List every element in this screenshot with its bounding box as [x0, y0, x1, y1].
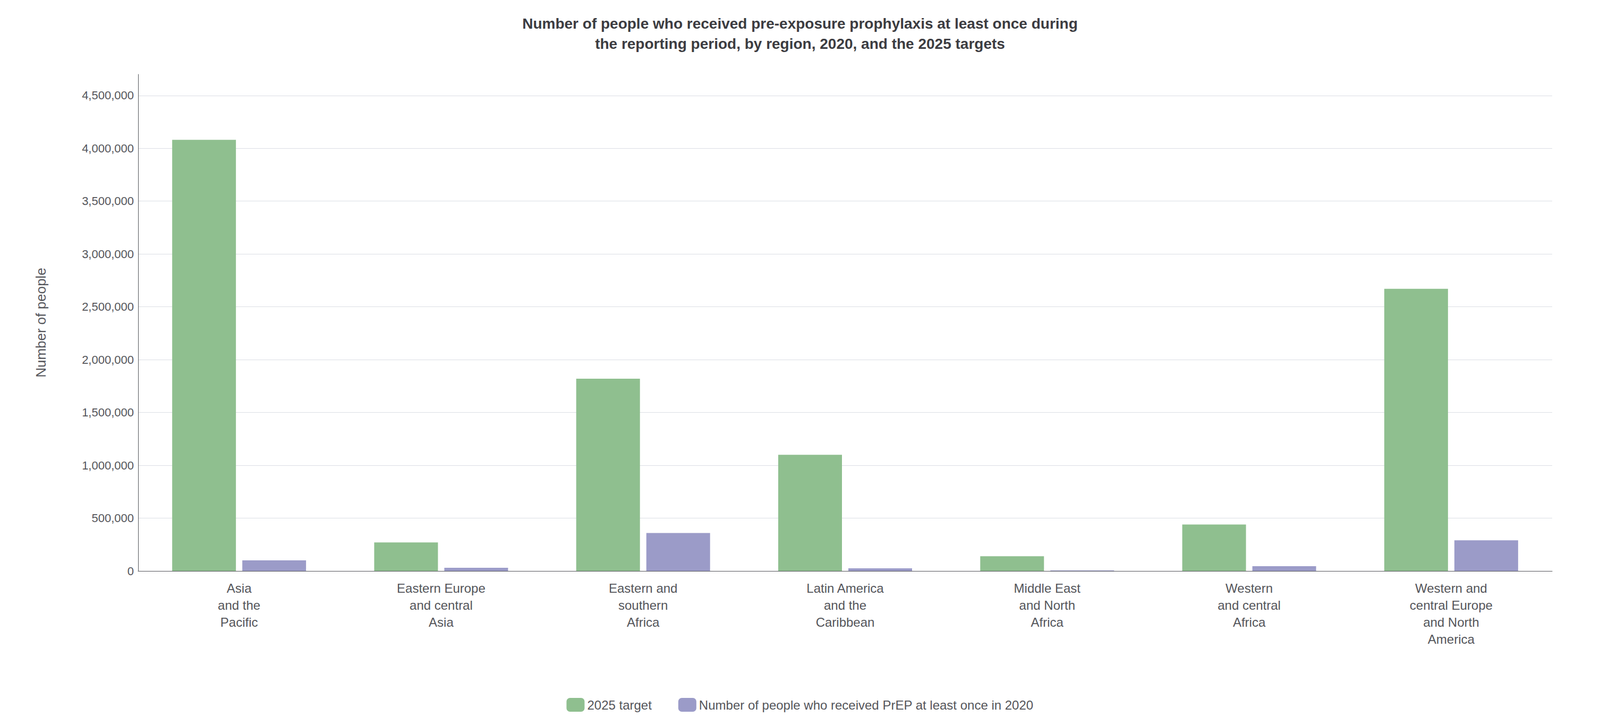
svg-text:and central: and central	[1217, 598, 1281, 613]
svg-text:Asia: Asia	[226, 581, 252, 596]
svg-text:southern: southern	[618, 598, 668, 613]
svg-text:Western: Western	[1225, 581, 1273, 596]
svg-text:Number of people: Number of people	[32, 267, 49, 378]
svg-text:central Europe: central Europe	[1409, 598, 1493, 613]
svg-text:Caribbean: Caribbean	[815, 615, 875, 630]
svg-text:2,500,000: 2,500,000	[81, 300, 134, 314]
svg-text:3,000,000: 3,000,000	[81, 247, 134, 261]
svg-text:500,000: 500,000	[91, 511, 134, 525]
svg-text:Africa: Africa	[1232, 615, 1266, 630]
svg-text:0: 0	[127, 564, 134, 578]
svg-text:Asia: Asia	[428, 615, 454, 630]
svg-text:and North: and North	[1019, 598, 1076, 613]
svg-text:Eastern and: Eastern and	[608, 581, 678, 596]
svg-text:1,000,000: 1,000,000	[81, 458, 134, 473]
svg-text:Latin America: Latin America	[806, 581, 884, 596]
svg-text:4,500,000: 4,500,000	[81, 88, 134, 102]
svg-text:Africa: Africa	[626, 615, 660, 630]
svg-text:the reporting period, by regio: the reporting period, by region, 2020, a…	[594, 35, 1006, 53]
svg-text:1,500,000: 1,500,000	[81, 405, 134, 420]
svg-text:Africa: Africa	[1031, 615, 1065, 630]
svg-text:2,000,000: 2,000,000	[81, 353, 134, 367]
svg-text:3,500,000: 3,500,000	[81, 194, 134, 208]
svg-text:and the: and the	[823, 598, 867, 613]
svg-text:Number of people who received: Number of people who received pre-exposu…	[522, 15, 1078, 32]
svg-text:and North: and North	[1423, 615, 1479, 630]
svg-text:Middle East: Middle East	[1014, 581, 1082, 596]
svg-text:2025 target: 2025 target	[586, 698, 652, 713]
svg-text:Eastern Europe: Eastern Europe	[396, 581, 486, 596]
svg-text:and central: and central	[409, 598, 473, 613]
svg-text:Western and: Western and	[1415, 581, 1488, 596]
svg-text:4,000,000: 4,000,000	[81, 141, 134, 156]
svg-text:America: America	[1427, 632, 1476, 647]
svg-text:Number of people who received: Number of people who received PrEP at le…	[699, 698, 1034, 713]
svg-text:Pacific: Pacific	[220, 615, 259, 630]
svg-text:and the: and the	[217, 598, 261, 613]
